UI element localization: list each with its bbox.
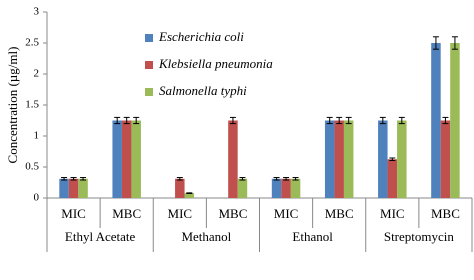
- error-bar: [123, 116, 130, 125]
- error-bar: [229, 116, 236, 125]
- error-bar: [336, 116, 343, 125]
- error-bar: [61, 177, 68, 181]
- error-bar: [239, 177, 246, 181]
- error-bar: [451, 36, 458, 50]
- bar: [290, 178, 301, 198]
- error-bar: [114, 116, 121, 125]
- x-tick-label: MBC: [325, 206, 354, 221]
- bar: [184, 193, 195, 198]
- error-bar: [186, 192, 193, 194]
- y-tick-label: 2.5: [25, 37, 39, 49]
- legend-label: Escherichia coli: [158, 29, 244, 44]
- legend-label: Salmonella typhi: [159, 83, 247, 98]
- x-tick-label: MBC: [218, 206, 247, 221]
- bar: [228, 120, 238, 198]
- bar: [387, 159, 398, 198]
- error-bar: [133, 116, 140, 125]
- bar: [121, 120, 132, 198]
- legend-label: Klebsiella pneumonia: [158, 56, 273, 71]
- legend-swatch: [145, 61, 153, 69]
- bar: [281, 178, 291, 198]
- x-tick-label: MBC: [112, 206, 141, 221]
- bar: [131, 120, 141, 198]
- error-bar: [292, 177, 299, 181]
- y-tick-label: 1.5: [25, 99, 39, 111]
- bar: [397, 120, 407, 198]
- error-bar: [326, 116, 333, 125]
- bar: [334, 120, 344, 198]
- bar: [68, 178, 79, 198]
- group-label: Ethyl Acetate: [65, 229, 136, 244]
- bar: [440, 120, 451, 198]
- x-tick-label: MIC: [61, 206, 86, 221]
- error-bar: [389, 157, 396, 161]
- bar: [324, 120, 335, 198]
- error-bar: [345, 116, 352, 125]
- x-tick-label: MIC: [274, 206, 299, 221]
- legend-swatch: [145, 88, 153, 96]
- error-bar: [283, 177, 290, 181]
- bar: [450, 43, 460, 198]
- bar: [431, 43, 441, 198]
- y-tick-label: 0.5: [25, 161, 39, 173]
- error-bar: [442, 116, 449, 125]
- x-tick-label: MIC: [380, 206, 405, 221]
- error-bar: [398, 116, 405, 125]
- bar: [175, 178, 185, 198]
- error-bar: [273, 177, 280, 181]
- bar: [78, 178, 88, 198]
- y-axis-label: Concentration (µg/ml): [5, 47, 20, 164]
- error-bar: [432, 36, 439, 50]
- y-tick-label: 1: [34, 130, 40, 142]
- group-label: Methanol: [181, 229, 231, 244]
- legend-swatch: [145, 34, 153, 42]
- error-bar: [80, 177, 87, 181]
- bar: [343, 120, 354, 198]
- error-bar: [176, 177, 183, 181]
- y-tick-label: 2: [34, 68, 40, 80]
- group-label: Ethanol: [292, 229, 333, 244]
- bar: [271, 178, 282, 198]
- group-label: Streptomycin: [384, 229, 455, 244]
- bar: [59, 178, 69, 198]
- error-bar: [70, 177, 77, 181]
- error-bar: [379, 116, 386, 125]
- y-tick-label: 3: [34, 6, 40, 18]
- bar: [237, 178, 248, 198]
- x-tick-label: MBC: [431, 206, 460, 221]
- bar: [112, 120, 122, 198]
- y-tick-label: 0: [34, 192, 40, 204]
- x-tick-label: MIC: [168, 206, 193, 221]
- bar: [378, 120, 388, 198]
